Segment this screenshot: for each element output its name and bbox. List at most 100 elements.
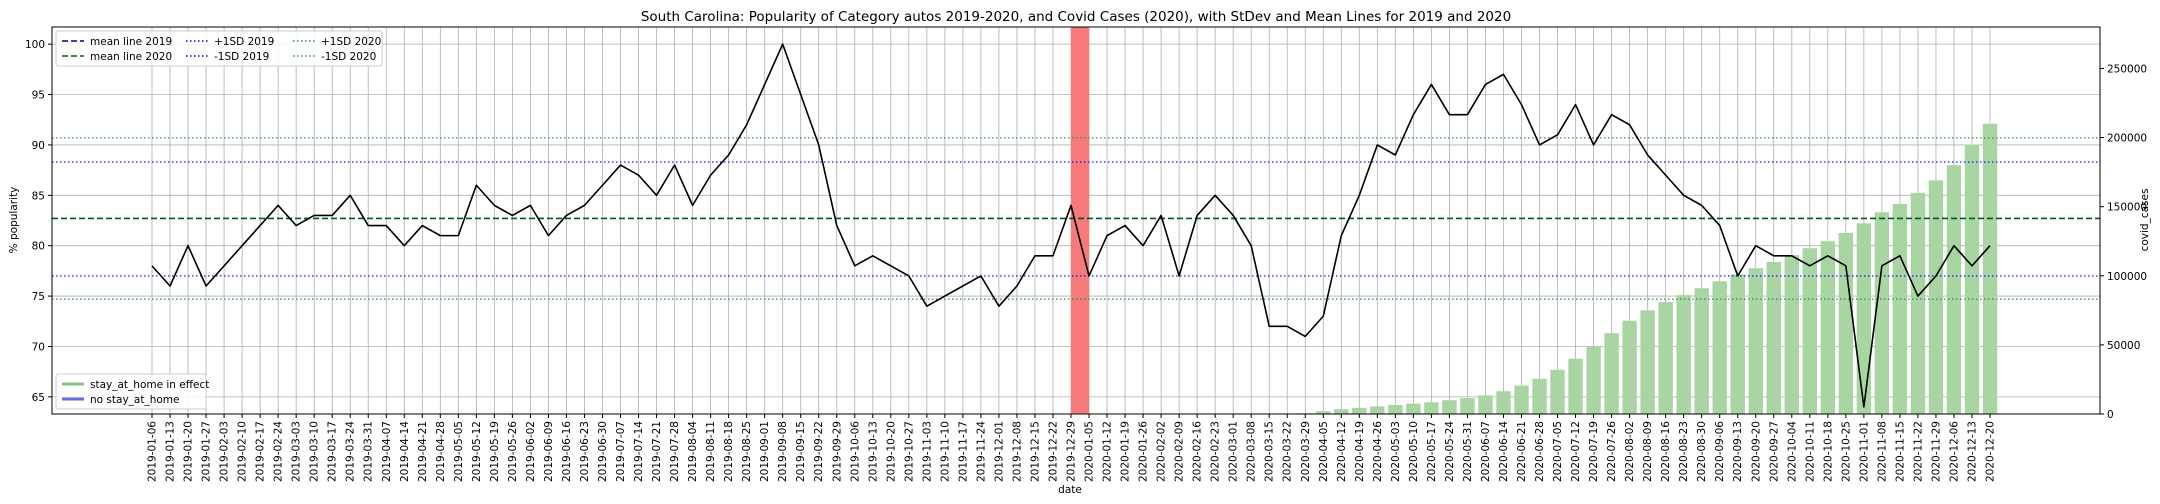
chart-title: South Carolina: Popularity of Category a…	[641, 9, 1511, 25]
x-tick-label: 2019-11-24	[975, 421, 987, 482]
y-tick-label: 95	[32, 90, 45, 102]
covid-bar	[1694, 288, 1709, 414]
x-tick-label: 2019-08-11	[705, 421, 717, 482]
x-tick-label: 2019-07-14	[633, 421, 645, 482]
x-tick-label: 2020-01-12	[1102, 421, 1114, 482]
x-tick-label: 2020-07-12	[1570, 421, 1582, 482]
x-tick-label: 2020-10-11	[1804, 421, 1816, 482]
legend-label: mean line 2020	[90, 51, 172, 63]
covid-bar	[1838, 232, 1854, 414]
covid-bar	[1334, 409, 1349, 414]
x-tick-label: 2019-10-20	[885, 421, 897, 482]
covid-bar	[1424, 402, 1439, 414]
x-tick-label: 2019-12-22	[1047, 421, 1059, 482]
covid-bar	[1442, 400, 1457, 414]
x-tick-label: 2019-10-06	[849, 421, 861, 482]
x-tick-label: 2020-03-15	[1264, 421, 1276, 482]
legend-label: no stay_at_home	[90, 394, 179, 406]
y-right-tick-label: 200000	[2107, 133, 2147, 145]
y-right-tick-label: 0	[2107, 409, 2114, 421]
x-tick-label: 2020-11-08	[1876, 421, 1888, 482]
y-tick-label: 90	[32, 140, 45, 152]
x-tick-label: 2020-12-13	[1966, 421, 1978, 482]
covid-bar	[1748, 268, 1763, 414]
legend-patches: stay_at_home in effect no stay_at_home	[55, 373, 209, 410]
x-tick-label: 2020-11-15	[1894, 421, 1906, 482]
x-tick-label: 2019-04-14	[399, 421, 411, 482]
x-tick-label: 2019-02-17	[255, 421, 267, 482]
y-tick-label: 100	[25, 39, 45, 51]
x-tick-label: 2020-01-19	[1120, 421, 1132, 482]
covid-bar	[1676, 295, 1691, 414]
x-tick-label: 2020-06-21	[1516, 421, 1528, 482]
covid-bar	[1766, 261, 1781, 414]
x-tick-label: 2020-04-26	[1372, 421, 1384, 482]
covid-bars	[1298, 123, 1998, 414]
y-axis-right-label: covid_cases	[2139, 189, 2151, 252]
x-tick-label: 2020-01-05	[1084, 421, 1096, 482]
x-tick-label: 2020-10-04	[1786, 421, 1798, 482]
covid-bar	[1586, 346, 1601, 414]
plot-frame	[51, 26, 2101, 415]
x-tick-label: 2019-08-25	[741, 421, 753, 482]
x-tick-label: 2019-06-23	[579, 421, 591, 482]
x-tick-label: 2019-11-03	[921, 421, 933, 482]
x-tick-label: 2019-06-30	[597, 421, 609, 482]
x-tick-label: 2019-09-22	[813, 421, 825, 482]
x-tick-label: 2020-06-28	[1534, 421, 1546, 482]
x-tick-label: 2019-04-07	[381, 421, 393, 482]
covid-bar	[1910, 192, 1926, 414]
popularity-line	[151, 43, 1991, 408]
x-tick-label: 2019-02-03	[219, 421, 231, 482]
x-tick-label: 2020-09-06	[1714, 421, 1726, 482]
x-tick-label: 2020-05-03	[1390, 421, 1402, 482]
x-tick-label: 2019-09-08	[777, 421, 789, 482]
x-tick-label: 2019-10-13	[867, 421, 879, 482]
x-tick-label: 2019-04-21	[417, 421, 429, 482]
x-axis: 2019-01-06 2019-01-13 2019-01-20 2019-01-27…	[147, 414, 1997, 482]
x-tick-label: 2019-04-28	[435, 421, 447, 482]
x-tick-label: 2019-02-24	[273, 421, 285, 482]
y-axis-left: 65 70 75 80 85 90 95 100	[25, 39, 52, 404]
x-tick-label: 2019-05-12	[471, 421, 483, 482]
x-tick-label: 2020-07-26	[1606, 421, 1618, 482]
x-tick-label: 2020-11-22	[1912, 421, 1924, 482]
covid-bar	[1820, 241, 1836, 414]
x-tick-label: 2020-07-19	[1588, 421, 1600, 482]
covid-bar	[1874, 212, 1890, 414]
x-tick-label: 2020-11-01	[1858, 421, 1870, 482]
covid-bar	[1730, 274, 1745, 414]
covid-bar	[1496, 391, 1511, 414]
highlight-span	[1071, 27, 1090, 414]
x-tick-label: 2019-10-27	[903, 421, 915, 482]
x-tick-label: 2019-01-06	[147, 421, 159, 482]
x-tick-label: 2019-07-28	[669, 421, 681, 482]
highlight-band	[1071, 27, 1090, 414]
y-tick-label: 85	[32, 190, 45, 202]
x-tick-label: 2019-11-17	[957, 421, 969, 482]
x-tick-label: 2020-07-05	[1552, 421, 1564, 482]
x-tick-label: 2019-08-04	[687, 421, 699, 482]
x-tick-label: 2020-09-20	[1750, 421, 1762, 482]
x-tick-label: 2020-03-22	[1282, 421, 1294, 482]
x-tick-label: 2019-06-09	[543, 421, 555, 482]
covid-bar	[1388, 405, 1403, 414]
x-tick-label: 2020-02-23	[1210, 421, 1222, 482]
x-tick-label: 2020-04-12	[1336, 421, 1348, 482]
legend-label: +1SD 2019	[214, 36, 274, 48]
x-tick-label: 2019-03-24	[345, 421, 357, 482]
x-tick-label: 2019-12-08	[1011, 421, 1023, 482]
x-tick-label: 2020-09-27	[1768, 421, 1780, 482]
x-tick-label: 2020-01-26	[1138, 421, 1150, 482]
x-tick-label: 2019-03-03	[291, 421, 303, 482]
covid-bar	[1802, 248, 1818, 414]
x-tick-label: 2020-08-30	[1696, 421, 1708, 482]
x-tick-label: 2020-05-24	[1444, 421, 1456, 482]
y-right-tick-label: 250000	[2107, 63, 2147, 75]
x-tick-label: 2020-08-16	[1660, 421, 1672, 482]
covid-bar	[1532, 378, 1547, 414]
covid-bar	[1712, 281, 1727, 414]
x-axis-label: date	[1058, 484, 1082, 496]
x-tick-label: 2020-02-02	[1156, 421, 1168, 482]
covid-bar	[1370, 406, 1385, 414]
